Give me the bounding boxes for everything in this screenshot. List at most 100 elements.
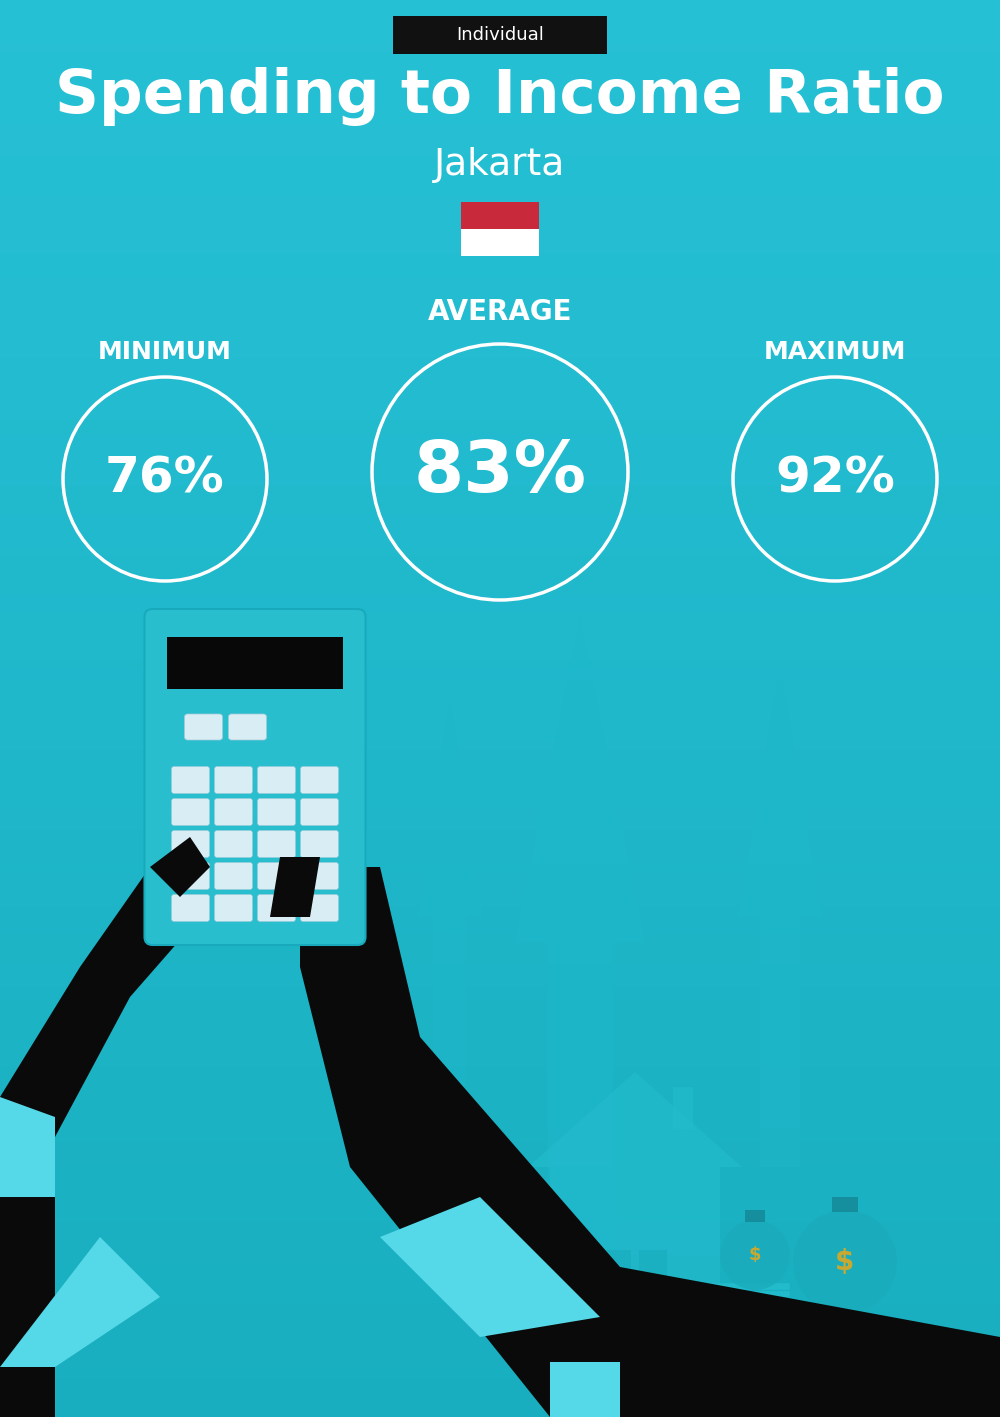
Bar (0, 383, 1000, 387)
Bar (0, 553, 1000, 557)
Bar (0, 458, 1000, 463)
Bar (0, 1006, 1000, 1010)
Bar (0, 656, 1000, 662)
Bar (0, 251, 1000, 255)
Bar (0, 520, 1000, 524)
Bar (0, 1144, 1000, 1148)
Bar (0, 769, 1000, 775)
Bar (0, 1407, 1000, 1413)
Bar (0, 24, 1000, 28)
Bar (0, 1289, 1000, 1294)
Bar (0, 751, 1000, 755)
Bar (0, 1077, 1000, 1081)
Bar (0, 482, 1000, 486)
Bar (0, 883, 1000, 888)
Bar (0, 1275, 1000, 1280)
Text: MINIMUM: MINIMUM (98, 340, 232, 364)
Polygon shape (528, 1073, 742, 1168)
Bar (0, 1138, 1000, 1144)
Bar (0, 43, 1000, 47)
Bar (0, 269, 1000, 273)
Bar (0, 61, 1000, 67)
Bar (0, 921, 1000, 925)
Bar (0, 1393, 1000, 1399)
Bar (0, 439, 1000, 444)
Bar (0, 203, 1000, 208)
Bar (0, 1261, 1000, 1265)
Bar (0, 755, 1000, 761)
Bar (0, 330, 1000, 336)
Bar (690, 1335, 790, 1342)
Bar (0, 1237, 1000, 1243)
Bar (0, 548, 1000, 553)
Bar (0, 713, 1000, 718)
Bar (0, 1229, 1000, 1233)
Bar (0, 1379, 1000, 1384)
Bar (0, 14, 1000, 18)
FancyBboxPatch shape (214, 894, 252, 921)
Bar (0, 123, 1000, 128)
Bar (0, 1294, 1000, 1299)
Bar (0, 486, 1000, 492)
Bar (0, 1067, 1000, 1073)
FancyBboxPatch shape (300, 830, 338, 857)
FancyBboxPatch shape (258, 767, 295, 794)
Bar (0, 364, 1000, 368)
Bar (0, 1124, 1000, 1129)
Bar (0, 822, 1000, 826)
Bar (0, 425, 1000, 429)
Bar (0, 10, 1000, 14)
Bar (0, 1152, 1000, 1158)
Bar (0, 765, 1000, 769)
Bar (0, 393, 1000, 397)
Bar (0, 265, 1000, 269)
Bar (0, 992, 1000, 996)
Bar (0, 648, 1000, 652)
Text: Individual: Individual (456, 26, 544, 44)
Bar (0, 378, 1000, 383)
Bar (0, 670, 1000, 676)
Bar (690, 1282, 790, 1289)
Bar (0, 415, 1000, 421)
Bar (0, 57, 1000, 61)
Bar (0, 761, 1000, 765)
Bar (0, 322, 1000, 326)
Bar (0, 1049, 1000, 1053)
Bar (0, 1081, 1000, 1087)
Bar (0, 1002, 1000, 1006)
Bar (0, 534, 1000, 538)
Bar (0, 170, 1000, 174)
FancyBboxPatch shape (214, 830, 252, 857)
FancyBboxPatch shape (228, 714, 266, 740)
Bar (0, 401, 1000, 407)
Bar (0, 954, 1000, 959)
Bar (0, 184, 1000, 188)
Bar (0, 832, 1000, 836)
Bar (0, 917, 1000, 921)
Bar (0, 988, 1000, 992)
Bar (461, 203, 539, 230)
Text: $: $ (835, 1248, 855, 1275)
Bar (0, 1166, 1000, 1172)
Bar (0, 903, 1000, 907)
Text: 76%: 76% (105, 455, 225, 503)
Bar (0, 538, 1000, 543)
Bar (0, 638, 1000, 642)
Bar (0, 794, 1000, 798)
Bar (0, 174, 1000, 180)
Bar (0, 1200, 1000, 1204)
Bar (0, 33, 1000, 38)
Bar (0, 567, 1000, 571)
Bar (0, 931, 1000, 935)
Bar (0, 1105, 1000, 1110)
Bar (0, 38, 1000, 43)
Bar (0, 1314, 1000, 1318)
Bar (0, 288, 1000, 293)
Bar (0, 1129, 1000, 1134)
Bar (0, 581, 1000, 585)
Polygon shape (738, 667, 822, 1168)
Bar (0, 1251, 1000, 1257)
Bar (0, 95, 1000, 99)
Bar (0, 350, 1000, 354)
Bar (0, 1204, 1000, 1209)
